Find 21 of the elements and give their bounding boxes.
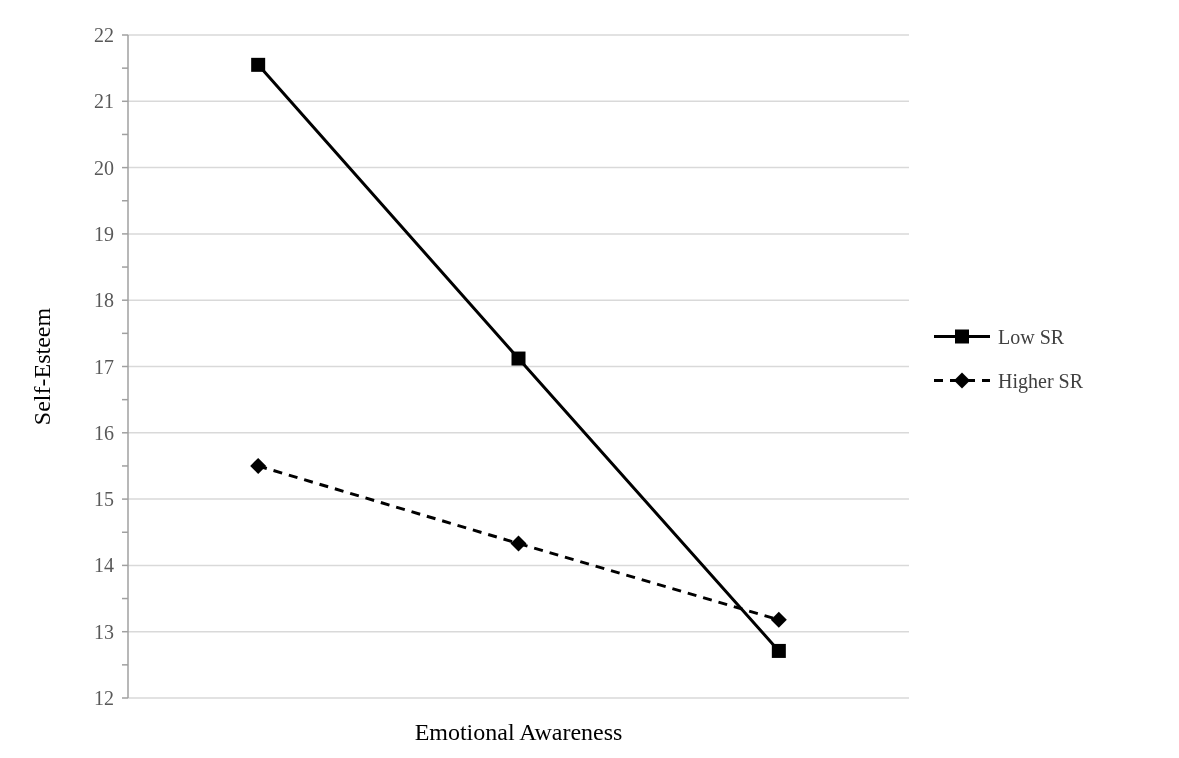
y-tick-label: 13 (94, 620, 114, 643)
point (511, 351, 526, 366)
legend-label: Low SR (998, 325, 1065, 348)
x-axis-title: Emotional Awareness (414, 719, 623, 745)
point (251, 57, 266, 72)
y-tick-label: 17 (94, 355, 114, 378)
point (250, 457, 267, 474)
y-tick-label: 19 (94, 222, 114, 245)
y-axis-title: Self-Esteem (29, 307, 55, 426)
y-tick-label: 20 (94, 156, 114, 179)
y-tick-label: 16 (94, 421, 114, 444)
y-tick-label: 21 (94, 90, 114, 113)
point (510, 535, 527, 552)
y-tick-label: 14 (94, 554, 114, 577)
point (770, 611, 787, 628)
y-tick-label: 18 (94, 289, 114, 312)
y-tick-label: 22 (94, 24, 114, 46)
point (771, 643, 786, 658)
y-tick-label: 15 (94, 488, 114, 511)
y-tick-label: 12 (94, 687, 114, 709)
legend-label: Higher SR (998, 369, 1084, 393)
